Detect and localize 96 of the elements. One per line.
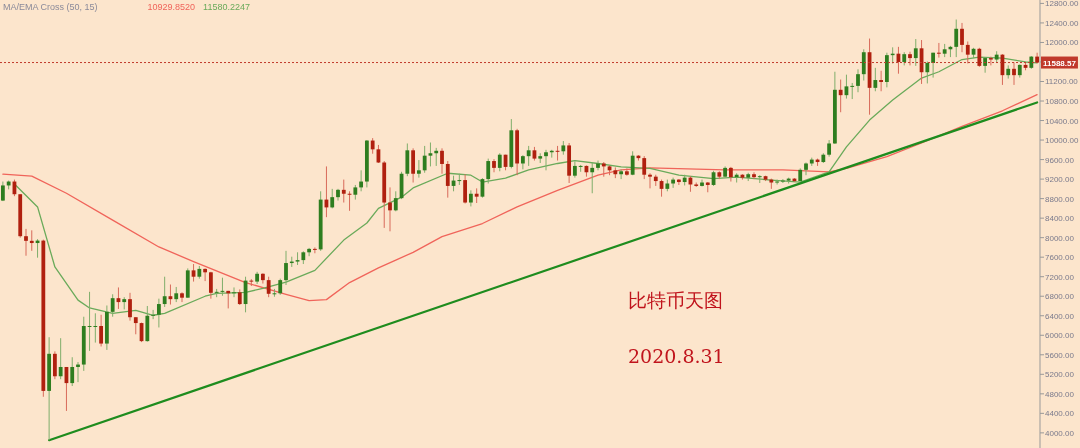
candlestick [463, 173, 468, 204]
candlestick [752, 171, 756, 180]
candlestick [913, 38, 918, 67]
candlestick [492, 158, 496, 173]
chart-title: MA/EMA Cross (50, 15) [3, 2, 98, 12]
y-tick-label: 8800.00 [1045, 194, 1075, 204]
ref-line-label: 11588.57 [1043, 58, 1077, 68]
candlestick [266, 276, 271, 298]
annotation: 比特币天图 [628, 289, 723, 311]
candlestick [260, 272, 265, 285]
candlestick [411, 147, 416, 184]
y-tick-label: 12000.00 [1045, 38, 1079, 48]
candlestick [624, 167, 629, 177]
candlestick [965, 40, 970, 64]
y-tick-label: 5200.00 [1045, 370, 1075, 380]
candlestick [931, 52, 936, 79]
y-tick-label: 7200.00 [1045, 272, 1075, 282]
y-tick-label: 10000.00 [1045, 136, 1079, 146]
y-tick-label: 10800.00 [1045, 97, 1079, 107]
y-tick-label: 8400.00 [1045, 214, 1075, 224]
candlestick [93, 312, 98, 344]
candlestick [151, 309, 156, 320]
candlestick [162, 276, 167, 308]
candlestick [457, 173, 462, 186]
candlestick [58, 337, 63, 380]
y-tick-label: 4400.00 [1045, 409, 1075, 419]
candlestick [440, 147, 444, 175]
candlestick [416, 159, 421, 179]
candlestick [393, 190, 398, 212]
text: 10929.8520 [147, 2, 196, 12]
candlestick [24, 228, 28, 257]
y-tick-label: 11200.00 [1045, 77, 1079, 87]
y-tick-label: 8000.00 [1045, 233, 1075, 243]
candlestick [850, 82, 855, 100]
candlestick [497, 152, 502, 172]
candlestick [983, 57, 988, 74]
text: 11580.2247 [203, 2, 250, 12]
candlestick [330, 188, 335, 209]
candlestick [954, 19, 959, 58]
y-tick-label: 12400.00 [1045, 18, 1079, 28]
y-tick-label: 7600.00 [1045, 253, 1075, 263]
candlestick [486, 158, 491, 184]
candlestick [445, 160, 450, 199]
candlestick [388, 186, 392, 232]
candlestick [775, 179, 780, 185]
candlestick [619, 168, 624, 180]
candlestick [838, 79, 843, 113]
y-tick-label: 9200.00 [1045, 175, 1075, 185]
candlestick [520, 154, 525, 170]
candlestick [936, 42, 941, 59]
y-tick-label: 5600.00 [1045, 350, 1075, 360]
candlestick [977, 47, 982, 68]
y-tick-label: 12800.00 [1045, 0, 1079, 9]
y-tick-label: 6800.00 [1045, 292, 1075, 302]
candlestick [110, 293, 115, 318]
candlestick [873, 67, 878, 92]
candlestick [203, 267, 208, 282]
candlestick [780, 178, 785, 184]
candlestick [232, 286, 236, 298]
candlestick [1012, 61, 1016, 86]
candlestick [960, 22, 964, 53]
y-tick-label: 6400.00 [1045, 311, 1075, 321]
candlestick [208, 271, 213, 300]
candlestick [307, 247, 312, 257]
candlestick [99, 314, 104, 347]
candlestick [856, 68, 860, 93]
y-tick-label: 4800.00 [1045, 389, 1075, 399]
candlestick [359, 169, 364, 192]
candlestick [341, 179, 346, 204]
candlestick [284, 250, 288, 286]
candlestick [422, 145, 427, 174]
candlestick [428, 142, 433, 167]
annotation: 2020.8.31 [628, 345, 725, 367]
candlestick [925, 60, 930, 84]
candlestick [180, 291, 184, 303]
candlestick [908, 51, 912, 66]
candlestick [405, 142, 410, 177]
candlestick [879, 70, 884, 92]
y-tick-label: 9600.00 [1045, 155, 1075, 165]
y-tick-label: 6000.00 [1045, 331, 1075, 341]
candlestick [29, 229, 34, 252]
candlestick [544, 149, 548, 171]
candlestick [988, 56, 993, 66]
y-tick-label: 4000.00 [1045, 428, 1075, 438]
candlestick [128, 292, 132, 322]
candlestick [526, 145, 531, 167]
candlestick [52, 350, 57, 380]
y-tick-label: 10400.00 [1045, 116, 1079, 126]
candlestick [861, 48, 866, 82]
candlestick [70, 356, 75, 387]
candlestick [642, 155, 647, 180]
candlestick [590, 162, 595, 194]
line-series [13, 56, 1038, 316]
candlestick [312, 246, 317, 254]
candlestick [648, 172, 652, 189]
candlestick [156, 298, 161, 328]
